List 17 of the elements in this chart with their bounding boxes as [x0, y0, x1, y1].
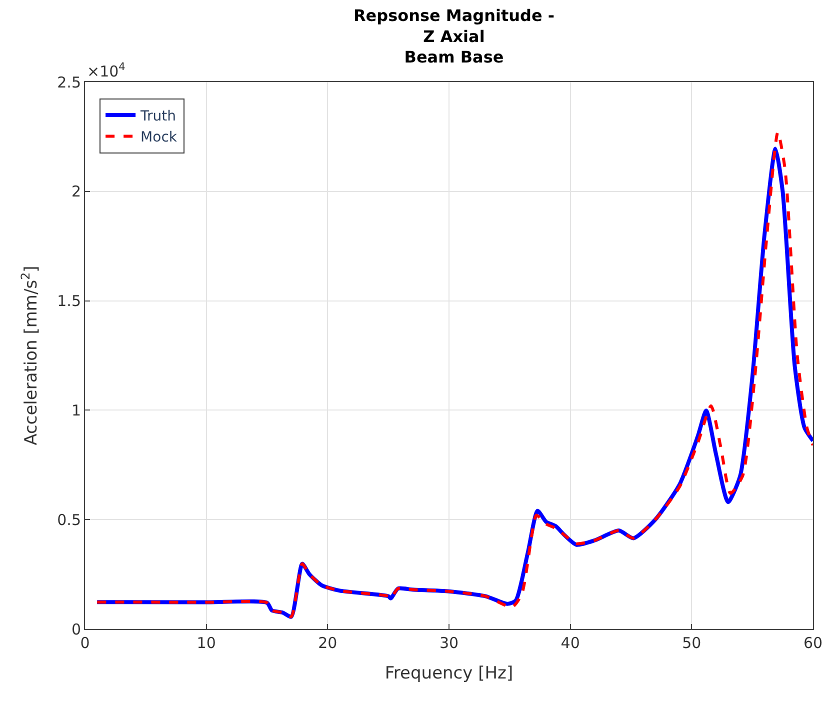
x-tick-label: 50 — [682, 634, 702, 652]
x-tick-label: 40 — [560, 634, 580, 652]
x-tick-label: 30 — [439, 634, 459, 652]
y-tick-label: 1 — [71, 401, 81, 420]
x-tick-label: 60 — [803, 634, 823, 652]
x-tick-label: 10 — [196, 634, 216, 652]
legend-label: Mock — [140, 130, 178, 146]
y-tick-label: 2 — [71, 182, 81, 201]
y-tick-label: 2.5 — [57, 73, 81, 92]
x-tick-label: 20 — [318, 634, 338, 652]
y-tick-label: 0.5 — [57, 510, 81, 529]
legend-label: Truth — [140, 108, 176, 124]
y-tick-label: 1.5 — [57, 292, 81, 310]
chart-title: Repsonse Magnitude - Z Axial Beam Base — [353, 6, 555, 67]
x-axis-title: Frequency [Hz] — [384, 663, 514, 684]
y-tick-label: 0 — [71, 620, 81, 638]
text: ×10$^{4}$ — [87, 61, 126, 80]
